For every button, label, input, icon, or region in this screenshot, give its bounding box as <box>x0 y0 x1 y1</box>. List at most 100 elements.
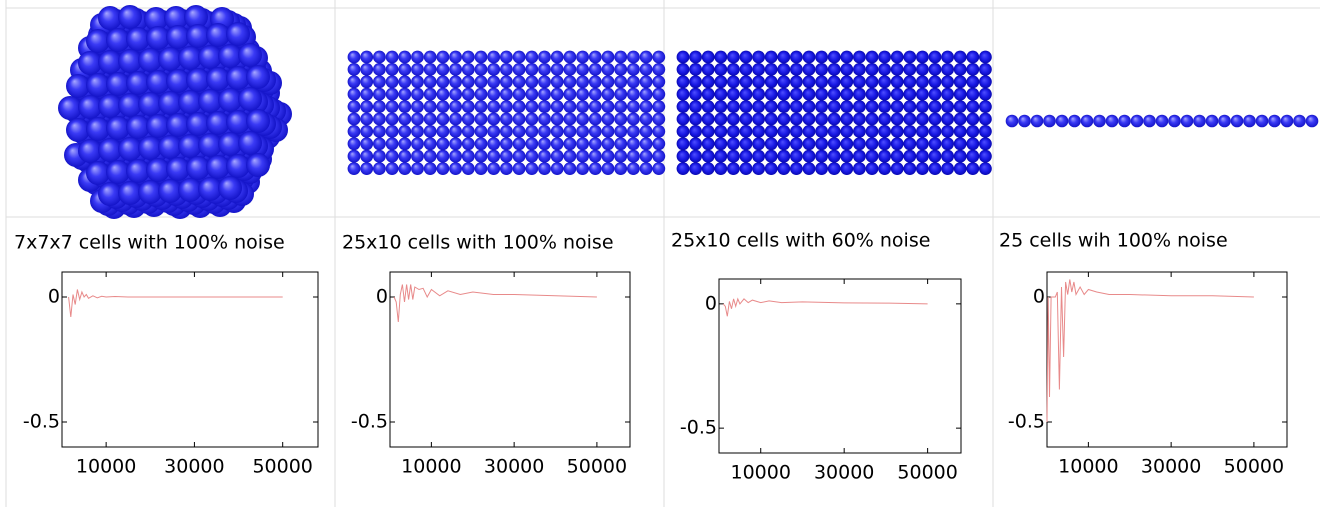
atom <box>601 112 615 126</box>
atom <box>563 75 577 89</box>
atom <box>138 48 162 72</box>
atom <box>689 87 702 101</box>
atom <box>398 50 412 64</box>
atom <box>398 63 412 76</box>
atom <box>652 63 666 76</box>
atom <box>360 75 374 89</box>
atom <box>98 138 122 162</box>
atom <box>627 149 640 163</box>
atom <box>550 124 564 138</box>
atom <box>436 112 450 126</box>
atom <box>614 87 628 101</box>
atom <box>550 75 564 89</box>
atom <box>126 71 150 95</box>
atom <box>752 50 765 64</box>
atom <box>701 100 715 113</box>
atom <box>436 100 450 113</box>
atom <box>411 63 424 76</box>
atom <box>639 162 653 176</box>
atom <box>727 162 740 176</box>
atom <box>853 87 866 101</box>
atom <box>764 149 778 163</box>
atom <box>436 75 450 89</box>
atom <box>588 75 602 89</box>
x-tick-label: 50000 <box>897 462 957 484</box>
atom <box>86 117 110 141</box>
atom <box>576 112 589 126</box>
atom <box>614 162 628 176</box>
x-tick-label: 30000 <box>164 456 224 478</box>
atom <box>78 95 102 119</box>
atom <box>790 63 803 76</box>
atom <box>206 23 230 47</box>
atom <box>398 100 412 113</box>
atom <box>639 100 653 113</box>
atom <box>360 149 374 163</box>
atom <box>58 96 82 120</box>
data-line <box>393 284 597 323</box>
atom <box>1130 114 1144 128</box>
atom <box>853 149 866 163</box>
atom <box>701 87 715 101</box>
atom <box>652 162 666 176</box>
atom <box>652 112 666 126</box>
atom <box>764 50 778 64</box>
atom <box>979 162 992 176</box>
atom <box>614 137 628 151</box>
atom <box>126 115 150 139</box>
atom <box>853 112 866 126</box>
atom <box>890 87 904 101</box>
atom <box>525 162 539 176</box>
atom <box>436 149 450 163</box>
atom <box>512 112 526 126</box>
atom <box>953 50 967 64</box>
atom <box>727 87 740 101</box>
atom <box>903 50 917 64</box>
atom <box>360 124 374 138</box>
atom <box>118 49 142 73</box>
atom <box>966 137 980 151</box>
atom <box>1268 114 1281 128</box>
atom <box>206 111 230 135</box>
atom <box>550 149 564 163</box>
atom <box>701 149 715 163</box>
atom <box>576 63 589 76</box>
atom <box>639 112 653 126</box>
atom <box>916 162 929 176</box>
atom <box>727 75 740 89</box>
atom <box>941 87 954 101</box>
atom <box>126 27 150 51</box>
atom <box>487 137 501 151</box>
atom <box>373 50 386 64</box>
atom <box>360 162 374 176</box>
atom <box>802 87 816 101</box>
atom <box>461 112 475 126</box>
atom <box>739 162 753 176</box>
atom <box>928 112 942 126</box>
atom <box>186 156 210 180</box>
atom <box>878 63 891 76</box>
data-line <box>1046 279 1254 423</box>
atom <box>865 87 879 101</box>
atom <box>601 50 615 64</box>
atom <box>449 100 462 113</box>
x-tick-label: 10000 <box>730 462 790 484</box>
atom <box>98 50 122 74</box>
atom <box>186 112 210 136</box>
atom <box>878 162 891 176</box>
atom <box>840 162 854 176</box>
atom <box>373 137 386 151</box>
atom <box>398 87 412 101</box>
atom <box>538 63 551 76</box>
atom <box>752 137 765 151</box>
atom <box>878 112 891 126</box>
atom <box>178 90 202 114</box>
y-tick-label: -0.5 <box>351 411 388 433</box>
atom <box>614 63 628 76</box>
atom <box>752 162 765 176</box>
atom <box>639 124 653 138</box>
atom <box>186 68 210 92</box>
atom <box>588 149 602 163</box>
atom <box>903 75 917 89</box>
atom <box>500 50 513 64</box>
